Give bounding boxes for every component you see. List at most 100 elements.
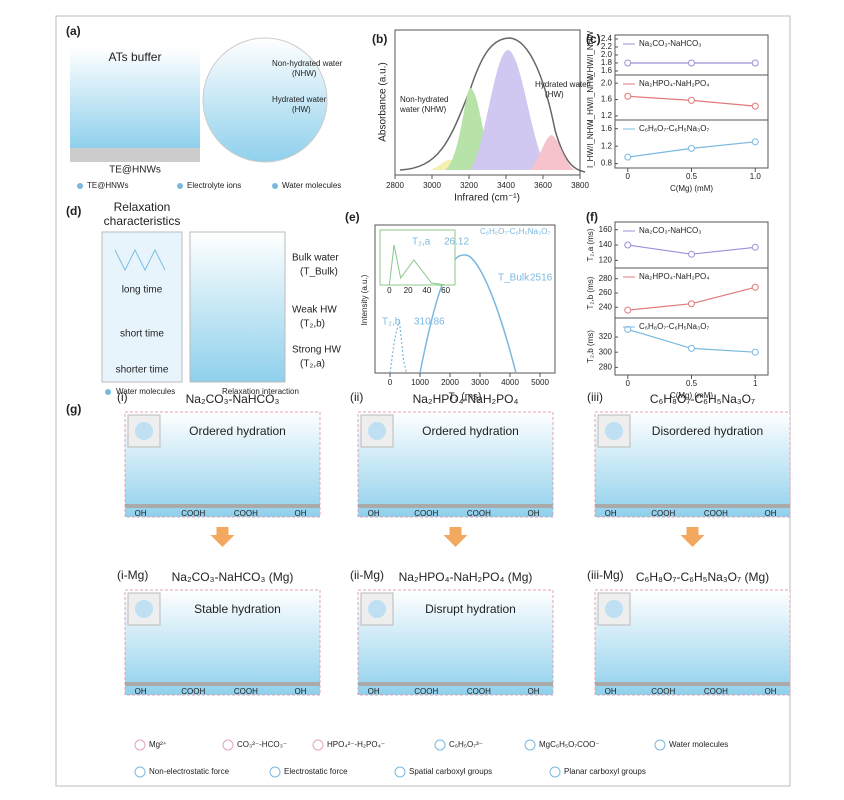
x-tick-label: 3600 (534, 181, 552, 190)
substrate (70, 148, 200, 162)
transition-arrow (210, 527, 235, 547)
subpanel-title: Na₂CO₃-NaHCO₃ (186, 392, 280, 406)
data-point (624, 59, 632, 67)
y-axis-label: I_HW/I_NHW (586, 73, 595, 121)
surface-label: COOH (234, 687, 258, 696)
surface-label: COOH (181, 687, 205, 696)
surface-label: OH (765, 687, 777, 696)
nhw-label: Non-hydrated water (272, 59, 343, 68)
zoom-circle (202, 37, 328, 163)
state-label: Disordered hydration (652, 424, 763, 438)
x-tick-label: 3000 (471, 378, 489, 387)
time-box (101, 231, 183, 383)
surface-label: OH (765, 509, 777, 518)
annotation: (HW) (545, 90, 564, 99)
inset-curve (388, 244, 446, 286)
y-tick-label: 280 (599, 363, 613, 372)
distribution (389, 319, 408, 374)
surface (125, 682, 320, 686)
layer-label: Strong HW (292, 345, 341, 356)
panel-title: Relaxation (114, 200, 171, 214)
transition-arrow (680, 527, 705, 547)
x-tick-label: 0.5 (686, 379, 698, 388)
data-point (688, 59, 695, 67)
y-axis-label: I_HW/I_NHW (586, 31, 595, 79)
data-point (751, 348, 759, 356)
legend-icon (134, 739, 146, 751)
y-axis-label: T₂,b (ms) (586, 330, 595, 363)
surface-label: OH (135, 687, 147, 696)
substrate-label: TE@HNWs (109, 165, 161, 176)
x-tick-label: 0 (626, 172, 631, 181)
legend-icon (222, 739, 234, 751)
x-tick-label: 3800 (571, 181, 589, 190)
time-label: short time (120, 329, 164, 340)
surface (595, 504, 790, 508)
subpanel-title: Na₂HPO₄-NaH₂PO₄ (Mg) (399, 570, 533, 584)
surface-label: COOH (414, 509, 438, 518)
legend-icon (312, 739, 324, 751)
legend-label: Spatial carboxyl groups (409, 767, 492, 776)
y-tick-label: 160 (599, 225, 613, 234)
annotation: Non-hydrated (400, 95, 448, 104)
spring (114, 248, 166, 272)
panel-label: (c) (586, 32, 601, 46)
y-tick-label: 320 (599, 332, 613, 341)
annotation: water (NHW) (399, 105, 447, 114)
inset-tick-label: 60 (441, 286, 450, 295)
surface-label: COOH (467, 509, 491, 518)
legend-icon (134, 766, 146, 778)
panel-label: (d) (66, 204, 81, 218)
inset-ion (605, 422, 623, 440)
data-point (688, 300, 695, 308)
data-point (688, 144, 695, 152)
legend-label: Electrostatic force (284, 767, 348, 776)
legend-icon (272, 183, 278, 189)
x-tick-label: 3200 (460, 181, 478, 190)
inset-ion (135, 600, 153, 618)
legend-icon (434, 739, 446, 751)
legend-icon (654, 739, 666, 751)
y-tick-label: 1.8 (601, 58, 613, 67)
legend-icon (524, 739, 536, 751)
panel-title: characteristics (104, 214, 181, 228)
data-point (751, 102, 759, 110)
legend-label: Na₂CO₃-NaHCO₃ (639, 226, 702, 235)
peak-symbol: T_Bulk (498, 273, 530, 284)
y-axis-label: Absorbance (a.u.) (378, 62, 389, 142)
legend-label: Electrolyte ions (187, 181, 241, 190)
data-point (688, 344, 695, 352)
peak-value: 310.86 (414, 317, 445, 328)
surface (125, 504, 320, 508)
distribution (419, 254, 517, 374)
buffer-box (70, 48, 200, 148)
data-point (624, 306, 632, 314)
legend-label: Mg²⁺ (149, 740, 167, 749)
legend-label: Na₂HPO₄-NaH₂PO₄ (639, 272, 710, 281)
inset-tick-label: 20 (404, 286, 413, 295)
data-point (751, 59, 759, 67)
data-point (688, 96, 695, 104)
subpanel-title: C₆H₈O₇-C₆H₅Na₃O₇ (650, 392, 755, 406)
surface-label: COOH (181, 509, 205, 518)
y-axis-label: T₂,a (ms) (586, 228, 595, 261)
subpanel-id: (iii-Mg) (587, 568, 624, 582)
legend-label: Relaxation interaction (222, 387, 299, 396)
surface-label: OH (528, 509, 540, 518)
y-axis-label: T₂,b (ms) (586, 276, 595, 309)
x-tick-label: 2800 (386, 181, 404, 190)
subpanel-id: (ii) (350, 390, 363, 404)
x-tick-label: 5000 (531, 378, 549, 387)
state-label: Disrupt hydration (425, 602, 516, 616)
data-point (751, 283, 759, 291)
y-tick-label: 280 (599, 274, 613, 283)
time-label: long time (122, 285, 163, 296)
panel-label: (b) (372, 32, 387, 46)
surface-label: COOH (704, 687, 728, 696)
legend-label: HPO₄²⁻-H₂PO₄⁻ (327, 740, 385, 749)
y-tick-label: 1.6 (601, 66, 613, 75)
y-axis-label: Intensity (a.u.) (360, 274, 369, 325)
y-tick-label: 2.2 (601, 42, 613, 51)
spectrum (399, 37, 586, 173)
inset-icon (360, 592, 394, 626)
